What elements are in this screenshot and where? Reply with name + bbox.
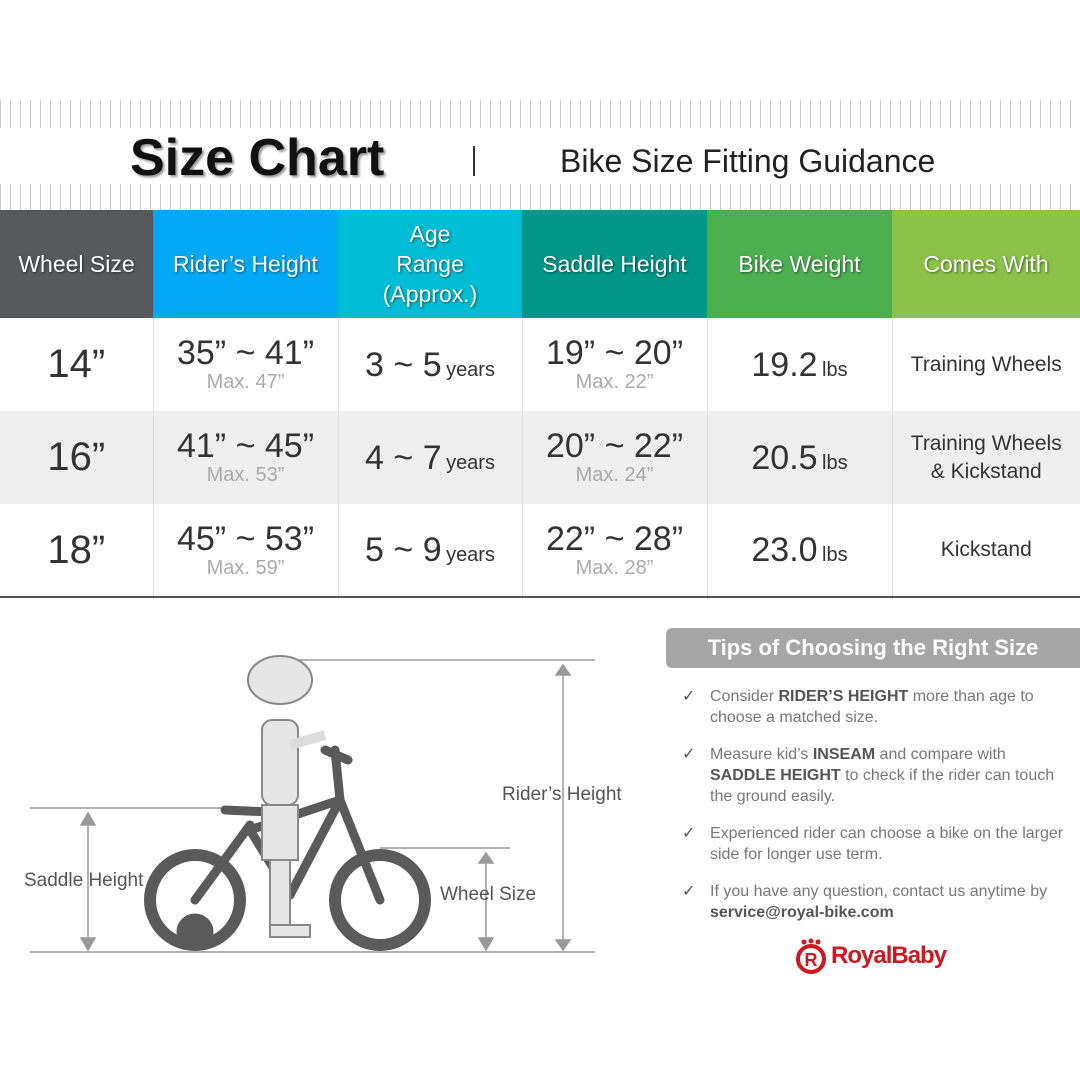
saddle-max: Max. 24”: [575, 464, 654, 486]
divider: [473, 146, 475, 176]
royalbaby-logo-icon: R: [796, 938, 826, 974]
weight-unit: lbs: [822, 544, 848, 566]
saddle-height-cell: 19” ~ 20” Max. 22”: [521, 318, 707, 411]
height-max: Max. 47”: [206, 371, 285, 393]
saddle-max: Max. 22”: [575, 371, 654, 393]
size-table: Wheel Size Rider’s Height Age Range (Appro…: [0, 210, 1080, 598]
tip-text: more than age to choose a matched size.: [710, 688, 1034, 726]
svg-text:R: R: [805, 950, 818, 970]
saddle-height-cell: 20” ~ 22” Max. 24”: [521, 411, 707, 504]
weight-unit: lbs: [822, 451, 848, 474]
age-range-cell: 4 ~ 7 years: [337, 411, 522, 504]
tip-item: ✓ Consider RIDER’S HEIGHT more than age t…: [682, 686, 1072, 728]
saddle-range: 22” ~ 28”: [545, 519, 684, 558]
tip-item: ✓ Experienced rider can choose a bike on …: [682, 823, 1072, 865]
tip-item: ✓ Measure kid’s INSEAM and compare with S…: [682, 744, 1072, 807]
age-range: 3 ~ 5: [365, 345, 442, 384]
saddle-max: Max. 28”: [575, 556, 654, 579]
column-header: Rider’s Height: [153, 210, 338, 318]
bike-weight-cell: 20.5 lbs: [706, 411, 892, 504]
table-row: 16” 41” ~ 45” Max. 53” 4 ~ 7 years 20” ~ 22”…: [0, 411, 1080, 504]
wheel-size-label: Wheel Size: [440, 884, 537, 905]
tip-item: ✓ If you have any question, contact us an…: [682, 881, 1072, 923]
bike-weight-cell: 19.2 lbs: [706, 318, 892, 411]
tip-text: service@royal-bike.com: [710, 904, 894, 921]
age-unit: years: [446, 451, 495, 474]
wheel-size: 16”: [47, 435, 106, 479]
tips-list: ✓ Consider RIDER’S HEIGHT more than age t…: [682, 686, 1072, 939]
column-header: Saddle Height: [522, 210, 707, 318]
weight-value: 19.2: [751, 345, 818, 384]
tip-text: SADDLE HEIGHT: [710, 767, 841, 784]
check-icon: ✓: [682, 746, 696, 763]
page-title: Size Chart: [130, 129, 385, 187]
height-range: 35” ~ 41”: [176, 334, 315, 372]
tip-text: Measure kid’s: [710, 746, 813, 763]
wheel-size: 18”: [47, 527, 106, 572]
height-range: 41” ~ 45”: [176, 427, 315, 465]
age-range: 5 ~ 9: [365, 531, 442, 569]
tip-text: INSEAM: [812, 746, 876, 763]
page-subtitle: Bike Size Fitting Guidance: [560, 143, 936, 179]
brand-name: RoyalBaby: [831, 942, 947, 969]
saddle-height-cell: 22” ~ 28” Max. 28”: [521, 504, 707, 598]
age-unit: years: [446, 544, 495, 566]
ruler-decoration: [0, 100, 1080, 128]
rider-height-cell: 35” ~ 41” Max. 47”: [152, 318, 338, 411]
tip-text: RIDER’S HEIGHT: [778, 688, 909, 705]
rider-height-cell: 45” ~ 53” Max. 59”: [152, 504, 338, 598]
weight-value: 23.0: [751, 531, 818, 569]
comes-with-cell: Training Wheels & Kickstand: [891, 411, 1080, 504]
column-header: Age Range (Approx.): [338, 210, 522, 318]
tip-text: and compare with: [875, 746, 1006, 763]
height-range: 45” ~ 53”: [176, 519, 315, 558]
weight-value: 20.5: [751, 438, 818, 477]
table-row: 18” 45” ~ 53” Max. 59” 5 ~ 9 years 22” ~ 28”…: [0, 504, 1080, 598]
check-icon: ✓: [682, 825, 696, 842]
check-icon: ✓: [682, 688, 696, 705]
height-max: Max. 59”: [206, 556, 285, 579]
comes-with: Training Wheels: [910, 352, 1062, 376]
saddle-height-label: Saddle Height: [24, 870, 144, 891]
wheel-size: 14”: [47, 342, 106, 386]
saddle-range: 19” ~ 20”: [545, 334, 684, 372]
title-bar: [0, 128, 1080, 184]
weight-unit: lbs: [822, 358, 848, 381]
wheel-size-cell: 16”: [0, 411, 153, 504]
wheel-size-cell: 18”: [0, 504, 153, 598]
comes-with-cell: Training Wheels: [891, 318, 1080, 411]
wheel-size-cell: 14”: [0, 318, 153, 411]
brand-logo: R RoyalBaby: [795, 938, 947, 974]
column-header: Wheel Size: [0, 210, 153, 318]
age-range-cell: 3 ~ 5 years: [337, 318, 522, 411]
rider-height-label: Rider’s Height: [502, 784, 622, 805]
check-icon: ✓: [682, 883, 696, 900]
height-max: Max. 53”: [206, 464, 285, 486]
table-row: 14” 35” ~ 41” Max. 47” 3 ~ 5 years 19” ~ 20”…: [0, 318, 1080, 411]
rider-height-cell: 41” ~ 45” Max. 53”: [152, 411, 338, 504]
rider-icon: [247, 655, 327, 938]
age-range: 4 ~ 7: [365, 438, 442, 477]
age-range-cell: 5 ~ 9 years: [337, 504, 522, 598]
bike-rider-illustration: [30, 655, 595, 953]
tip-text: to check if the rider can touch the grou…: [710, 767, 1055, 805]
bike-weight-cell: 23.0 lbs: [706, 504, 892, 598]
comes-with: Kickstand: [940, 538, 1032, 561]
tip-text: Consider: [710, 688, 779, 705]
age-unit: years: [446, 358, 495, 381]
saddle-range: 20” ~ 22”: [545, 427, 684, 465]
tip-text: If you have any question, contact us any…: [710, 883, 1048, 900]
ruler-decoration: [0, 183, 1080, 210]
column-header: Comes With: [892, 210, 1080, 318]
column-header: Bike Weight: [707, 210, 892, 318]
comes-with: Training Wheels & Kickstand: [910, 431, 1062, 483]
comes-with-cell: Kickstand: [891, 504, 1080, 598]
tip-text: Experienced rider can choose a bike on t…: [710, 825, 1064, 863]
tips-heading: Tips of Choosing the Right Size: [666, 628, 1080, 668]
